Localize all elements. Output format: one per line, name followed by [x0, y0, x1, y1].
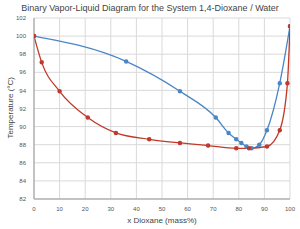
svg-text:30: 30	[107, 206, 114, 212]
svg-text:70: 70	[210, 206, 217, 212]
svg-text:0: 0	[32, 206, 36, 212]
svg-text:10: 10	[56, 206, 63, 212]
svg-text:86: 86	[19, 160, 26, 166]
svg-text:82: 82	[19, 196, 26, 202]
svg-text:96: 96	[19, 69, 26, 75]
svg-text:x Dioxane (mass%): x Dioxane (mass%)	[127, 216, 197, 225]
svg-text:100: 100	[16, 33, 27, 39]
svg-text:94: 94	[19, 88, 26, 94]
svg-text:Temperature (°C): Temperature (°C)	[8, 77, 15, 139]
svg-text:88: 88	[19, 142, 26, 148]
svg-text:84: 84	[19, 178, 26, 184]
svg-text:50: 50	[159, 206, 166, 212]
html-text:Binary Vapor-Liquid Diagram fo: Binary Vapor-Liquid Diagram for the Syst…	[21, 3, 279, 13]
svg-text:90: 90	[19, 124, 26, 130]
svg-text:98: 98	[19, 51, 26, 57]
svg-text:92: 92	[19, 106, 26, 112]
svg-text:102: 102	[16, 15, 27, 21]
svg-text:20: 20	[82, 206, 89, 212]
svg-text:60: 60	[184, 206, 191, 212]
svg-text:90: 90	[261, 206, 268, 212]
svg-text:80: 80	[235, 206, 242, 212]
svg-text:40: 40	[133, 206, 140, 212]
svg-text:100: 100	[285, 206, 292, 212]
